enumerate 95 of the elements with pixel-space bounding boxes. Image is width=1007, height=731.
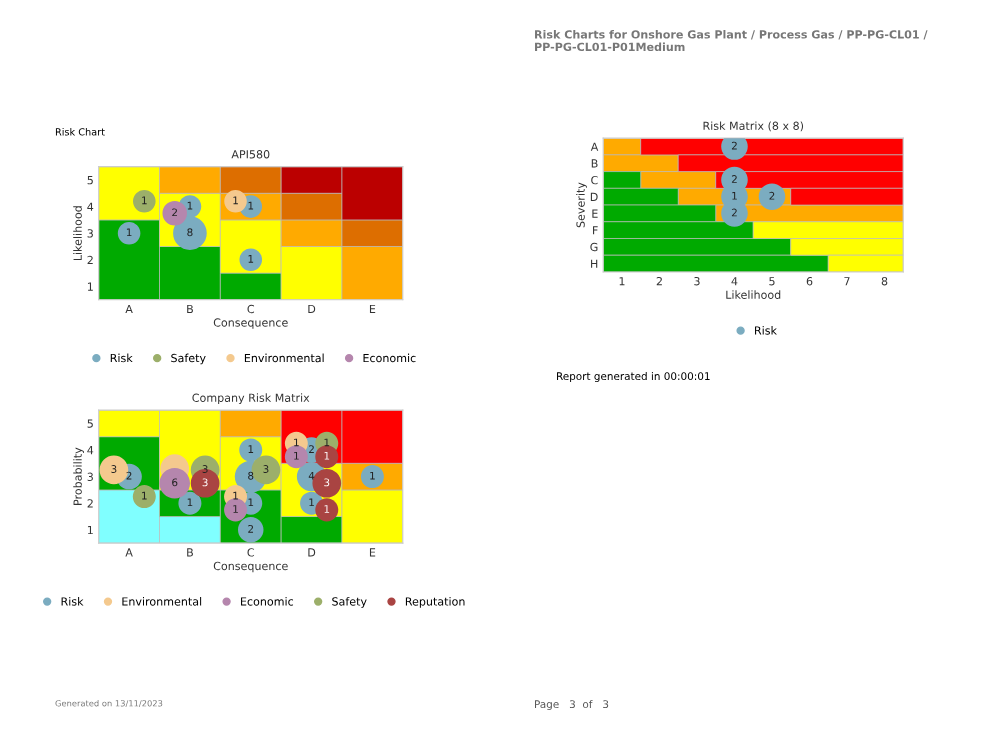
y-tick-label: 2	[87, 255, 93, 265]
annotation: 1	[324, 505, 330, 513]
x-tick-label: 4	[731, 277, 738, 286]
annotation: 8	[187, 228, 193, 237]
y-tick-label: 4	[87, 202, 94, 211]
annotation: 1	[248, 201, 254, 210]
annotation: 1	[248, 445, 254, 453]
y-axis-title: Severity	[576, 182, 587, 228]
annotation: 3	[263, 465, 269, 473]
annotation: 1	[187, 498, 193, 507]
annotation: 3	[111, 465, 117, 473]
x-tick-label: 1	[619, 277, 625, 286]
annotation: 1	[142, 491, 147, 500]
y-axis-title: Probability	[73, 447, 84, 505]
y-tick-label: C	[591, 175, 598, 185]
y-tick-label: B	[591, 159, 598, 168]
x-tick-label: A	[125, 304, 133, 314]
annotation: 2	[309, 445, 314, 453]
annotation: 3	[202, 478, 208, 487]
chart-title: Risk Matrix (8 x 8)	[703, 121, 804, 132]
legend-label: Environmental	[244, 353, 324, 363]
legend-label: Risk	[755, 326, 777, 335]
text: Generated on 13/11/2023	[55, 700, 163, 708]
annotation: 1	[324, 451, 330, 460]
chart-title: Company Risk Matrix	[192, 393, 310, 405]
annotation: 1	[233, 196, 238, 205]
x-tick-label: C	[247, 548, 255, 557]
text: Report generated in 00:00:01	[557, 372, 710, 383]
x-tick-label: C	[247, 304, 255, 314]
y-tick-label: 4	[87, 446, 94, 455]
x-tick-label: 2	[656, 276, 662, 286]
x-tick-label: E	[369, 548, 376, 557]
y-tick-label: 3	[87, 229, 93, 238]
annotation: 1	[309, 498, 314, 507]
annotation: 1	[370, 471, 375, 480]
x-axis-title: Consequence	[213, 561, 288, 573]
y-axis-title: Likelihood	[73, 206, 82, 261]
chart-title: API580	[231, 150, 270, 159]
x-axis-title: Likelihood	[726, 290, 781, 299]
x-tick-label: 3	[694, 276, 700, 286]
annotation: 1	[248, 498, 254, 507]
annotation: 2	[769, 191, 775, 200]
y-tick-label: H	[591, 259, 598, 268]
annotation: 1	[233, 491, 238, 500]
text: Page 3 of 3	[535, 700, 609, 711]
annotation: 2	[126, 471, 132, 480]
annotation: 2	[248, 524, 254, 533]
y-tick-label: E	[592, 209, 598, 218]
annotation: 2	[172, 208, 177, 217]
annotation: 2	[731, 208, 737, 217]
legend-label: Environmental	[122, 597, 202, 606]
annotation: 1	[324, 438, 330, 447]
y-tick-label: D	[590, 192, 598, 201]
text: Risk Chart	[55, 128, 105, 136]
annotation: 1	[248, 255, 254, 263]
x-tick-label: A	[125, 548, 133, 557]
annotation: 6	[172, 478, 178, 487]
legend-label: Safety	[332, 597, 367, 608]
legend-label: Economic	[363, 353, 416, 363]
x-tick-label: 8	[881, 276, 888, 286]
y-tick-label: 1	[87, 525, 93, 535]
legend-label: Safety	[171, 353, 206, 365]
annotation: 1	[187, 201, 193, 210]
x-tick-label: B	[187, 548, 193, 557]
y-tick-label: G	[590, 242, 598, 252]
x-tick-label: B	[187, 304, 193, 314]
x-tick-label: D	[308, 548, 316, 557]
annotation: 2	[731, 141, 737, 150]
y-tick-label: 3	[87, 472, 93, 481]
y-tick-label: A	[590, 142, 599, 151]
x-tick-label: D	[308, 304, 316, 314]
annotation: 1	[126, 228, 132, 237]
annotation: 1	[294, 451, 299, 460]
legend-label: Reputation	[405, 597, 465, 608]
y-tick-label: 5	[87, 176, 93, 185]
y-tick-label: 2	[87, 499, 93, 508]
annotation: 3	[324, 478, 330, 487]
annotation: 4	[308, 471, 315, 480]
y-tick-label: F	[593, 226, 598, 235]
annotation: 8	[248, 471, 254, 480]
legend-label: Economic	[241, 597, 294, 606]
x-tick-label: 5	[769, 277, 775, 286]
legend-label: Risk	[110, 353, 133, 363]
x-axis-title: Consequence	[213, 318, 288, 329]
annotation: 2	[731, 175, 737, 183]
annotation: 1	[294, 438, 299, 447]
annotation: 1	[233, 505, 238, 513]
annotation: 1	[732, 191, 737, 200]
y-tick-label: 5	[87, 419, 93, 428]
text: Risk Charts for Onshore Gas Plant / Process Gas / PP-PG-CL01 / PP-PG-CL01-P01Medium	[535, 30, 928, 52]
x-tick-label: 7	[844, 277, 850, 286]
annotation: 1	[142, 196, 147, 205]
legend-label: Risk	[61, 597, 84, 606]
x-tick-label: E	[369, 304, 376, 314]
x-tick-label: 6	[806, 276, 813, 286]
